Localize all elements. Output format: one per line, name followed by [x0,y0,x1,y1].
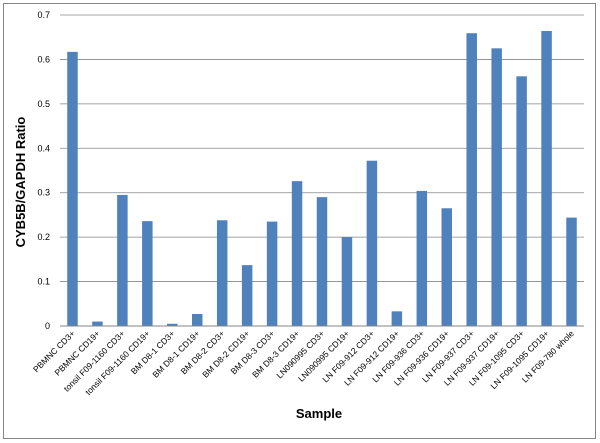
y-tick-label: 0.5 [37,99,50,109]
bar [516,76,527,326]
y-tick-label: 0.7 [37,10,50,20]
bar [566,217,577,326]
bar [92,321,103,326]
bar [416,190,428,326]
bar [291,181,303,326]
x-tick-labels: PBMNC CD3+PBMNC CD19+tonsil F09-1160 CD3… [31,328,576,397]
bar [266,221,278,326]
bar [466,33,477,327]
bar [67,51,78,327]
bar [216,220,228,326]
y-tick-label: 0 [45,321,50,331]
y-tick-label: 0.4 [37,143,50,153]
bar [366,160,378,326]
y-tick-label: 0.3 [37,188,50,198]
bar [241,265,253,326]
y-tick-label: 0.6 [37,54,50,64]
bar [142,221,153,326]
bar [341,237,353,326]
bars [67,30,577,327]
bar [167,323,178,326]
y-tick-label: 0.1 [37,277,50,287]
y-tick-label: 0.2 [37,232,50,242]
x-axis-title: Sample [296,406,342,421]
bar [491,48,502,326]
x-tick-label: PBMNC CD3+ [31,328,77,374]
bar [316,197,328,326]
bar [391,311,403,326]
bar [191,314,203,326]
bar [441,208,453,326]
bar [541,30,552,326]
y-axis-title: CYB5B/GAPDH Ratio [13,117,28,248]
bar [117,194,128,326]
y-tick-labels: 0 0.1 0.2 0.3 0.4 0.5 0.6 0.7 [37,10,50,331]
